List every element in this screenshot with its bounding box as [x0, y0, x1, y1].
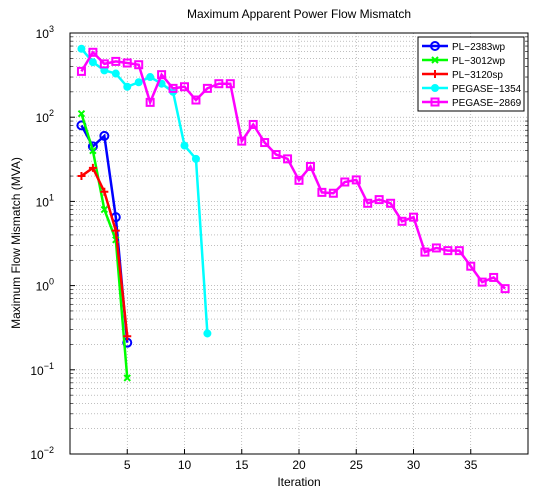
marker: [477, 277, 487, 287]
marker: [430, 97, 440, 107]
marker: [420, 247, 430, 257]
line: [80, 50, 506, 290]
y-tick-label: 103: [36, 24, 54, 41]
y-tick-exponent: −1: [44, 361, 54, 371]
marker: [431, 70, 439, 78]
marker: [340, 177, 350, 187]
marker: [431, 84, 439, 92]
marker: [77, 110, 86, 118]
marker: [191, 95, 201, 105]
legend-label: PEGASE−1354: [452, 84, 522, 95]
x-tick-label: 5: [124, 458, 131, 472]
marker: [386, 198, 396, 208]
marker: [77, 44, 86, 53]
marker: [123, 332, 132, 341]
y-tick-base: 10: [36, 280, 50, 294]
marker: [180, 82, 189, 92]
marker: [489, 272, 499, 282]
y-tick-label: 100: [36, 277, 54, 294]
marker: [260, 138, 270, 148]
marker: [317, 187, 327, 197]
marker: [100, 205, 109, 214]
plot-frame: [69, 32, 529, 455]
y-tick-base: 10: [36, 111, 50, 125]
marker: [294, 175, 304, 185]
marker: [168, 83, 178, 93]
marker: [111, 226, 120, 235]
marker: [237, 136, 247, 146]
legend-label: PL−3012wp: [452, 56, 506, 67]
marker: [500, 284, 510, 294]
marker: [430, 41, 440, 51]
marker: [111, 56, 121, 66]
marker: [374, 195, 384, 205]
y-tick-base: 10: [30, 448, 44, 462]
marker: [122, 58, 132, 68]
marker: [409, 212, 418, 222]
marker: [100, 187, 109, 196]
legend-label: PEGASE−2869: [452, 98, 522, 109]
marker: [88, 58, 97, 67]
marker: [248, 119, 258, 129]
y-tick-exponent: −2: [44, 445, 54, 455]
marker: [431, 243, 441, 253]
marker: [123, 82, 132, 91]
marker: [134, 78, 143, 87]
x-tick-label: 30: [407, 458, 421, 472]
marker: [363, 198, 373, 208]
y-tick-label: 10−2: [30, 445, 54, 462]
marker: [225, 79, 235, 89]
marker: [443, 246, 453, 256]
y-tick-exponent: 1: [49, 192, 54, 202]
marker: [283, 154, 293, 164]
marker: [397, 216, 407, 226]
y-tick-exponent: 0: [49, 277, 54, 287]
marker: [89, 146, 97, 155]
marker: [202, 83, 212, 93]
y-tick-base: 10: [36, 195, 50, 209]
marker: [328, 188, 338, 198]
marker: [157, 70, 167, 80]
marker: [431, 56, 439, 64]
y-tick-exponent: 3: [49, 24, 54, 34]
marker: [180, 141, 189, 150]
x-axis-label: Iteration: [277, 475, 320, 489]
marker: [203, 329, 212, 338]
marker: [466, 261, 476, 271]
marker: [88, 163, 97, 172]
legend-label: PL−3120sp: [452, 70, 503, 81]
marker: [454, 246, 464, 256]
marker: [77, 172, 86, 181]
marker: [305, 161, 315, 171]
y-tick-base: 10: [30, 364, 44, 378]
marker: [214, 79, 224, 89]
y-tick-base: 10: [36, 27, 50, 41]
marker: [88, 47, 98, 57]
marker: [191, 154, 200, 163]
y-tick-label: 10−1: [30, 361, 54, 378]
x-tick-label: 15: [235, 458, 249, 472]
y-tick-label: 101: [36, 192, 54, 209]
marker: [271, 150, 281, 160]
y-tick-exponent: 2: [49, 108, 54, 118]
marker: [99, 130, 110, 141]
marker: [145, 97, 155, 107]
marker: [99, 59, 109, 69]
x-tick-label: 20: [292, 458, 306, 472]
x-tick-label: 10: [178, 458, 192, 472]
marker: [134, 60, 144, 70]
y-axis-label: Maximum Flow Mismatch (MVA): [9, 157, 23, 329]
marker: [351, 175, 361, 185]
chart-title: Maximum Apparent Power Flow Mismatch: [187, 7, 411, 21]
marker: [76, 66, 86, 76]
y-tick-label: 102: [36, 108, 54, 125]
marker: [111, 69, 120, 78]
marker: [146, 73, 155, 82]
marker: [123, 374, 131, 382]
legend-label: PL−2383wp: [452, 42, 506, 53]
x-tick-label: 25: [350, 458, 364, 472]
x-tick-label: 35: [464, 458, 478, 472]
